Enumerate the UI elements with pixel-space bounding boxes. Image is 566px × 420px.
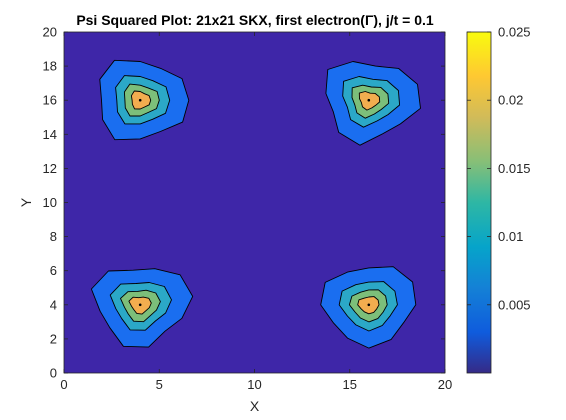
colorbar-gradient [467,32,491,373]
x-axis-label: X [250,398,260,414]
x-tick-label: 15 [343,377,357,392]
colorbar-tick-label: 0.015 [498,161,531,176]
y-tick-label: 18 [43,59,57,74]
y-tick-label: 8 [50,229,57,244]
y-axis: 0 2 4 6 8 10 12 14 16 18 20 [43,25,445,381]
peak-marker [138,303,142,307]
x-tick-label: 0 [60,377,67,392]
y-axis-label: Y [18,197,34,207]
plot-area [63,31,446,374]
colorbar-tick-label: 0.01 [498,229,523,244]
y-tick-label: 6 [50,263,57,278]
y-tick-label: 2 [50,331,57,346]
colorbar-tick-label: 0.02 [498,93,523,108]
chart-title: Psi Squared Plot: 21x21 SKX, first elect… [76,12,434,28]
y-tick-label: 12 [43,161,57,176]
x-tick-label: 10 [247,377,261,392]
x-axis: 0 5 10 15 20 [60,32,452,392]
y-tick-label: 10 [43,195,57,210]
peak-top-right [325,61,421,146]
colorbar: 0.005 0.01 0.015 0.02 0.025 [466,25,531,374]
peak-bottom-right [320,266,417,349]
colorbar-frame [466,31,492,374]
peak-marker [138,98,142,102]
peak-top-left [99,59,190,141]
colorbar-ticks: 0.005 0.01 0.015 0.02 0.025 [467,25,531,312]
y-tick-label: 16 [43,93,57,108]
colorbar-tick-label: 0.025 [498,25,531,40]
peak-marker [367,303,371,307]
y-tick-label: 14 [43,127,57,142]
x-tick-label: 20 [438,377,452,392]
contour-layer [90,59,421,349]
y-tick-label: 4 [50,297,57,312]
peak-bottom-left [90,268,194,348]
peak-marker [367,98,371,102]
x-tick-label: 5 [156,377,163,392]
y-tick-label: 0 [50,366,57,381]
y-tick-label: 20 [43,25,57,40]
colorbar-tick-label: 0.005 [498,297,531,312]
